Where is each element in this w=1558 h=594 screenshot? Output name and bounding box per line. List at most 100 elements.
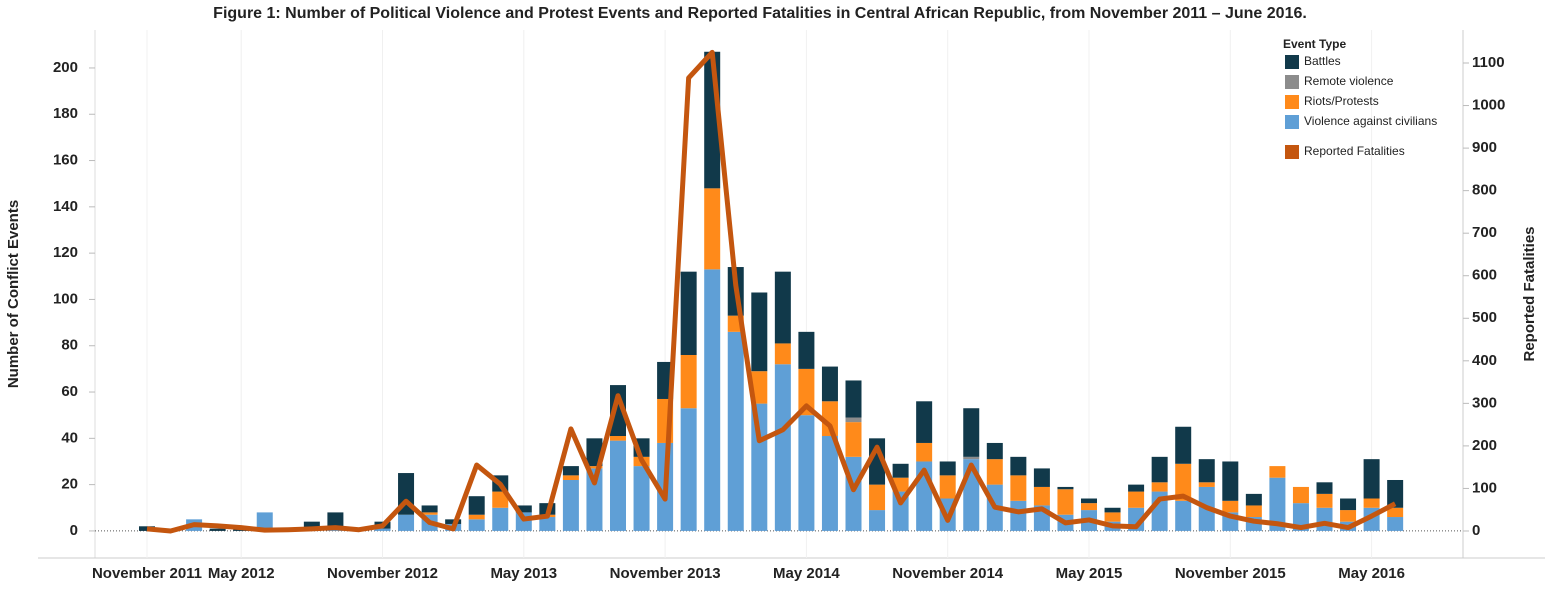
bar-segment <box>562 466 579 476</box>
bar-segment <box>986 459 1003 485</box>
y-tick-label: 160 <box>53 152 78 169</box>
bar-segment <box>209 528 226 531</box>
bar-segment <box>869 484 886 511</box>
bar-segment <box>1316 482 1333 494</box>
x-tick-label: May 2012 <box>208 565 275 582</box>
y2-tick-label: 1000 <box>1472 97 1505 114</box>
x-tick-label: May 2013 <box>490 565 557 582</box>
bar-segment <box>798 331 815 369</box>
y-tick-label: 60 <box>61 383 78 400</box>
fatalities-line <box>146 49 1397 534</box>
y2-tick-label: 500 <box>1472 309 1497 326</box>
x-tick-label: May 2015 <box>1056 565 1123 582</box>
bar-segment <box>963 456 980 460</box>
y-axis-title: Number of Conflict Events <box>5 200 22 388</box>
bar-segment <box>1222 500 1239 513</box>
bar-segment <box>727 331 744 531</box>
y2-axis-title: Reported Fatalities <box>1521 226 1538 361</box>
bar-segment <box>1292 486 1309 504</box>
bar-segment <box>1151 456 1168 483</box>
bar-segment <box>374 528 391 531</box>
bar-segment <box>1363 498 1380 508</box>
legend-swatch <box>1285 55 1299 69</box>
y-tick-label: 200 <box>53 59 78 76</box>
bar-segment <box>1340 498 1357 511</box>
y2-tick-label: 900 <box>1472 139 1497 156</box>
bar-segment <box>1198 482 1215 487</box>
y-tick-label: 20 <box>61 476 78 493</box>
bar-segment <box>586 466 603 469</box>
bar-segment <box>1033 468 1050 487</box>
bar-segment <box>1316 493 1333 508</box>
y2-tick-label: 700 <box>1472 224 1497 241</box>
bar-segment <box>774 343 791 365</box>
y2-tick-label: 0 <box>1472 522 1480 539</box>
x-tick-label: November 2013 <box>610 565 721 582</box>
bar-segment <box>468 496 485 515</box>
y-tick-label: 140 <box>53 198 78 215</box>
bar-segment <box>1316 507 1333 531</box>
bar-segment <box>939 475 956 499</box>
x-tick-label: November 2015 <box>1175 565 1286 582</box>
bar-segment <box>421 512 438 515</box>
bar-segment <box>1269 466 1286 478</box>
bar-segment <box>327 512 344 529</box>
bar-segment <box>1387 517 1404 531</box>
bar-segment <box>398 514 415 531</box>
bar-segment <box>704 188 721 270</box>
bar-segment <box>1222 461 1239 501</box>
legend-label: Violence against civilians <box>1304 114 1437 128</box>
bar-segment <box>468 514 485 520</box>
bar-segment <box>562 475 579 480</box>
bar-segment <box>751 403 768 531</box>
bar-segment <box>468 519 485 531</box>
bar-segment <box>1198 459 1215 483</box>
y-tick-label: 120 <box>53 244 78 261</box>
bar-segment <box>1245 505 1262 518</box>
bar-segment <box>845 417 862 423</box>
bar-segment <box>1010 500 1027 531</box>
bar-segment <box>916 401 933 443</box>
bar-segment <box>633 466 650 531</box>
bar-segment <box>492 507 509 531</box>
bar-segment <box>680 408 697 531</box>
y-tick-label: 40 <box>61 429 78 446</box>
bar-segment <box>1104 512 1121 522</box>
y-tick-label: 80 <box>61 337 78 354</box>
bar-segment <box>139 526 155 531</box>
bar-segment <box>939 461 956 476</box>
bar-segment <box>1104 507 1121 513</box>
chart-title: Figure 1: Number of Political Violence a… <box>213 5 1307 22</box>
legend-label: Battles <box>1304 54 1341 68</box>
legend-swatch <box>1285 95 1299 109</box>
bar-segment <box>751 371 768 404</box>
bar-segment <box>539 517 556 531</box>
bar-segment <box>1340 510 1357 522</box>
y2-tick-label: 600 <box>1472 267 1497 284</box>
y-tick-label: 100 <box>53 290 78 307</box>
legend-swatch <box>1285 145 1299 159</box>
bar-segment <box>1175 426 1192 464</box>
bar-segment <box>1175 463 1192 501</box>
bar-segment <box>1057 489 1074 515</box>
bar-segment <box>1081 498 1097 504</box>
bar-segment <box>798 415 815 531</box>
bar-segment <box>1151 482 1168 492</box>
bar-segment <box>916 442 933 462</box>
bar-segment <box>1387 479 1404 508</box>
bar-segment <box>1245 493 1262 506</box>
bar-segment <box>821 401 838 437</box>
bar-segment <box>610 385 626 437</box>
legend-label: Riots/Protests <box>1304 94 1379 108</box>
bar-segment <box>1033 486 1050 506</box>
y2-tick-label: 300 <box>1472 394 1497 411</box>
legend-label: Reported Fatalities <box>1304 144 1405 158</box>
bar-segment <box>1081 503 1097 511</box>
bar-segment <box>845 422 862 457</box>
legend-swatch <box>1285 75 1299 89</box>
x-tick-label: November 2012 <box>327 565 438 582</box>
bar-segment <box>562 479 579 531</box>
y2-tick-label: 1100 <box>1472 54 1505 71</box>
bar-segment <box>1175 500 1192 531</box>
